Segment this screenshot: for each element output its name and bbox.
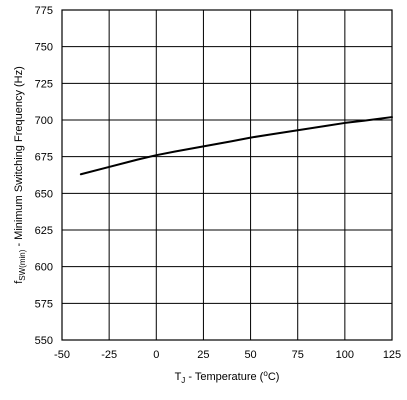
x-tick-label: 75 bbox=[292, 349, 304, 361]
y-tick-label: 625 bbox=[35, 225, 53, 237]
x-axis-label: TJ - Temperature (oC) bbox=[175, 369, 280, 385]
x-axis-label-main: T bbox=[175, 371, 182, 383]
plot-frame bbox=[61, 9, 393, 341]
y-axis-label: fSW(min) - Minimum Switching Frequency (… bbox=[13, 66, 27, 284]
y-tick-label: 775 bbox=[35, 5, 53, 17]
y-tick-label: 675 bbox=[35, 152, 53, 164]
x-tick-label: -25 bbox=[101, 349, 117, 361]
y-tick-label: 700 bbox=[35, 115, 53, 127]
series-group bbox=[79, 116, 393, 176]
y-tick-labels: 550 575 600 625 650 675 700 725 750 775 bbox=[35, 5, 53, 347]
y-tick-label: 725 bbox=[35, 78, 53, 90]
y-tick-label: 575 bbox=[35, 298, 53, 310]
x-tick-label: -50 bbox=[54, 349, 70, 361]
x-tick-label: 25 bbox=[197, 349, 209, 361]
y-tick-label: 550 bbox=[35, 335, 53, 347]
y-tick-label: 750 bbox=[35, 42, 53, 54]
x-tick-labels: -50 -25 0 25 50 75 100 125 bbox=[54, 349, 401, 361]
y-tick-label: 650 bbox=[35, 188, 53, 200]
y-axis-label-main: f bbox=[13, 280, 25, 284]
series-line-0 bbox=[79, 116, 393, 176]
y-tick-label: 600 bbox=[35, 262, 53, 274]
y-axis-label-rest: - Minimum Switching Frequency (Hz) bbox=[13, 66, 25, 249]
x-tick-label: 100 bbox=[336, 349, 354, 361]
x-tick-label: 50 bbox=[244, 349, 256, 361]
x-axis-label-rest: - Temperature ( bbox=[185, 371, 263, 383]
x-axis-label-sub: J bbox=[181, 376, 185, 385]
y-axis-label-sub: SW(min) bbox=[18, 249, 27, 280]
x-axis-label-end: C) bbox=[268, 371, 280, 383]
grid bbox=[61, 9, 393, 341]
x-tick-label: 125 bbox=[383, 349, 401, 361]
x-tick-label: 0 bbox=[153, 349, 159, 361]
x-axis-label-sup: o bbox=[263, 369, 268, 378]
